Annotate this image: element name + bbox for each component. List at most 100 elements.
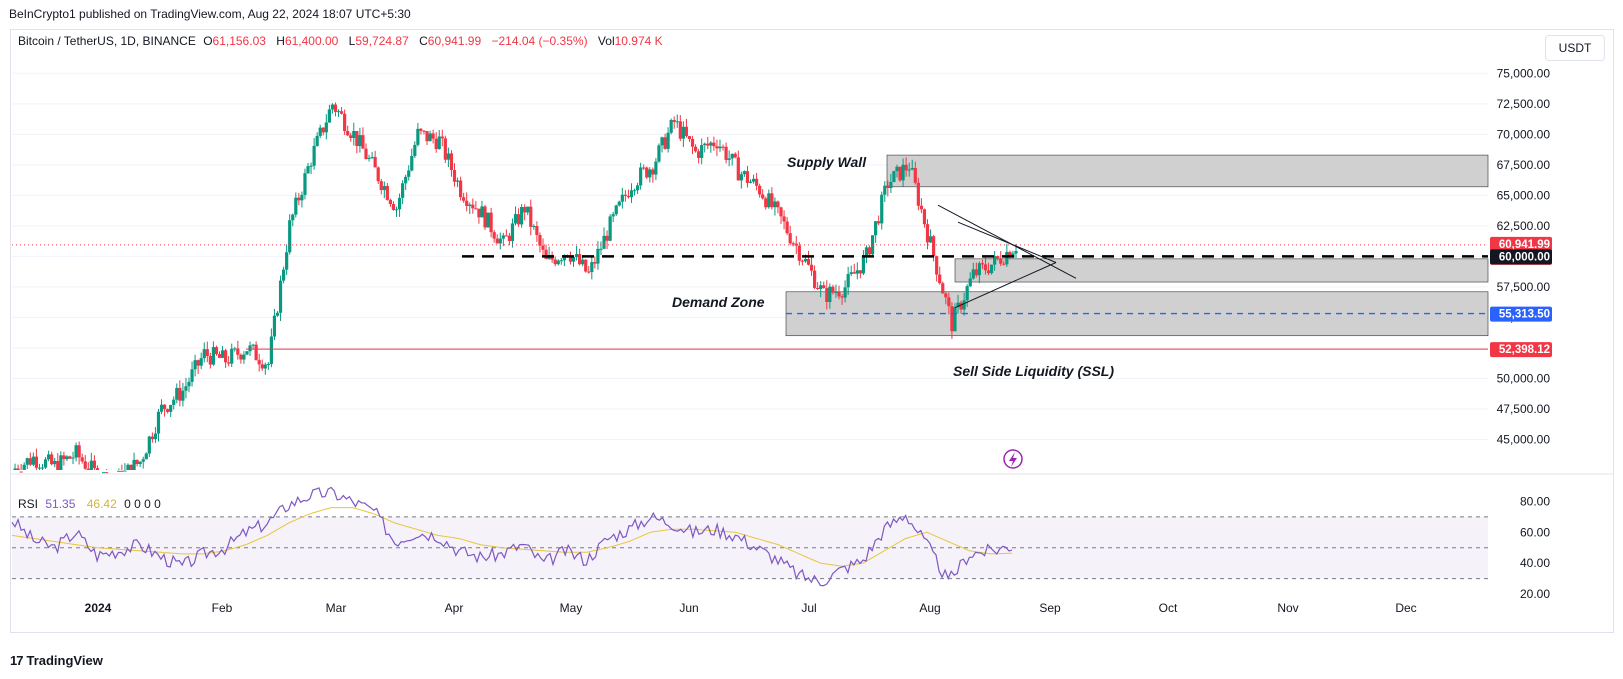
candle-body — [31, 456, 35, 465]
candle-body — [831, 286, 835, 293]
candle-body — [77, 445, 81, 458]
candle-body — [123, 470, 127, 472]
price-tick-label: 67,500.00 — [1497, 158, 1551, 172]
candle-body — [950, 306, 954, 332]
candle-body — [269, 336, 273, 364]
price-tick-label: 45,000.00 — [1497, 432, 1551, 446]
candle-body — [529, 206, 533, 227]
candle-body — [138, 461, 142, 465]
candle-body — [773, 201, 777, 208]
candle-body — [965, 286, 969, 301]
chart-frame — [10, 29, 1614, 633]
candle-body — [681, 126, 685, 139]
candle-body — [736, 157, 740, 181]
candle-body — [501, 235, 505, 239]
candle-body — [782, 216, 786, 222]
candle-body — [932, 236, 936, 257]
rsi-value: 51.35 — [45, 497, 76, 511]
candle-body — [684, 126, 689, 137]
candle-body — [303, 173, 307, 195]
annotation-label: Supply Wall — [787, 154, 867, 170]
candle-body — [300, 194, 304, 201]
candle-body — [697, 151, 701, 158]
candle-body — [892, 171, 896, 182]
candle-body — [169, 404, 173, 412]
candle-body — [391, 204, 396, 210]
time-tick-label: 2024 — [85, 601, 112, 615]
price-axis-label-value: 60,000.00 — [1499, 251, 1550, 263]
candle-body — [382, 186, 386, 191]
candle-body — [745, 171, 750, 183]
publisher-line: BeInCrypto1 published on TradingView.com… — [9, 7, 411, 21]
candle-body — [117, 470, 121, 472]
candle-body — [843, 287, 847, 298]
candle-body — [556, 260, 560, 265]
candle-body — [544, 249, 548, 259]
candle-body — [605, 235, 609, 241]
candle-body — [205, 349, 209, 357]
candle-body — [629, 190, 634, 198]
candle-body — [59, 455, 63, 470]
candle-body — [401, 183, 405, 198]
candle-body — [291, 214, 295, 221]
candle-body — [367, 157, 371, 159]
candle-body — [422, 130, 426, 132]
candle-body — [712, 142, 716, 147]
candle-body — [504, 235, 508, 237]
price-axis-label-value: 55,313.50 — [1499, 309, 1550, 321]
candle-body — [373, 156, 377, 168]
candle-body — [431, 133, 435, 139]
candle-body — [986, 270, 991, 274]
candle-body — [288, 220, 292, 253]
candle-body — [343, 113, 347, 132]
candle-body — [861, 255, 866, 274]
candle-body — [495, 238, 499, 244]
candle-body — [199, 358, 203, 366]
candle-body — [217, 354, 222, 358]
currency-button[interactable]: USDT — [1545, 35, 1605, 61]
candle-body — [416, 128, 420, 145]
time-tick-label: Aug — [919, 601, 940, 615]
candle-body — [748, 181, 753, 183]
candle-body — [71, 457, 75, 459]
candle-body — [266, 363, 270, 365]
candle-body — [608, 216, 612, 241]
candle-body — [425, 131, 429, 142]
candle-body — [721, 146, 725, 148]
candle-body — [184, 386, 188, 391]
candle-body — [309, 165, 313, 167]
candle-body — [230, 348, 234, 364]
candle-body — [968, 278, 972, 287]
candle-body — [257, 360, 261, 365]
candle-body — [498, 238, 502, 244]
candle-body — [855, 270, 859, 274]
price-tick-label: 57,500.00 — [1497, 280, 1551, 294]
time-tick-label: Nov — [1277, 601, 1298, 615]
candle-body — [574, 254, 579, 258]
time-tick-label: Dec — [1395, 601, 1416, 615]
candle-body — [977, 263, 981, 276]
lightning-bolt-icon — [1009, 452, 1017, 467]
candle-body — [803, 258, 808, 262]
candle-body — [675, 121, 679, 123]
candle-body — [828, 286, 832, 303]
candle-body — [623, 194, 627, 196]
candle-body — [178, 387, 182, 401]
candle-body — [800, 260, 804, 262]
candle-body — [489, 212, 493, 233]
candle-body — [446, 153, 450, 160]
candle-body — [700, 145, 704, 158]
time-tick-label: Mar — [326, 601, 347, 615]
footer-brand[interactable]: 17 TradingView — [10, 653, 103, 668]
candle-body — [208, 356, 212, 365]
candle-body — [220, 350, 225, 358]
candle-body — [440, 136, 444, 139]
candle-body — [852, 272, 856, 274]
candle-body — [437, 136, 441, 150]
candle-body — [651, 169, 655, 175]
candle-body — [971, 269, 975, 279]
candle-body — [318, 127, 322, 136]
candle-body — [693, 146, 698, 152]
candle-body — [666, 132, 670, 149]
